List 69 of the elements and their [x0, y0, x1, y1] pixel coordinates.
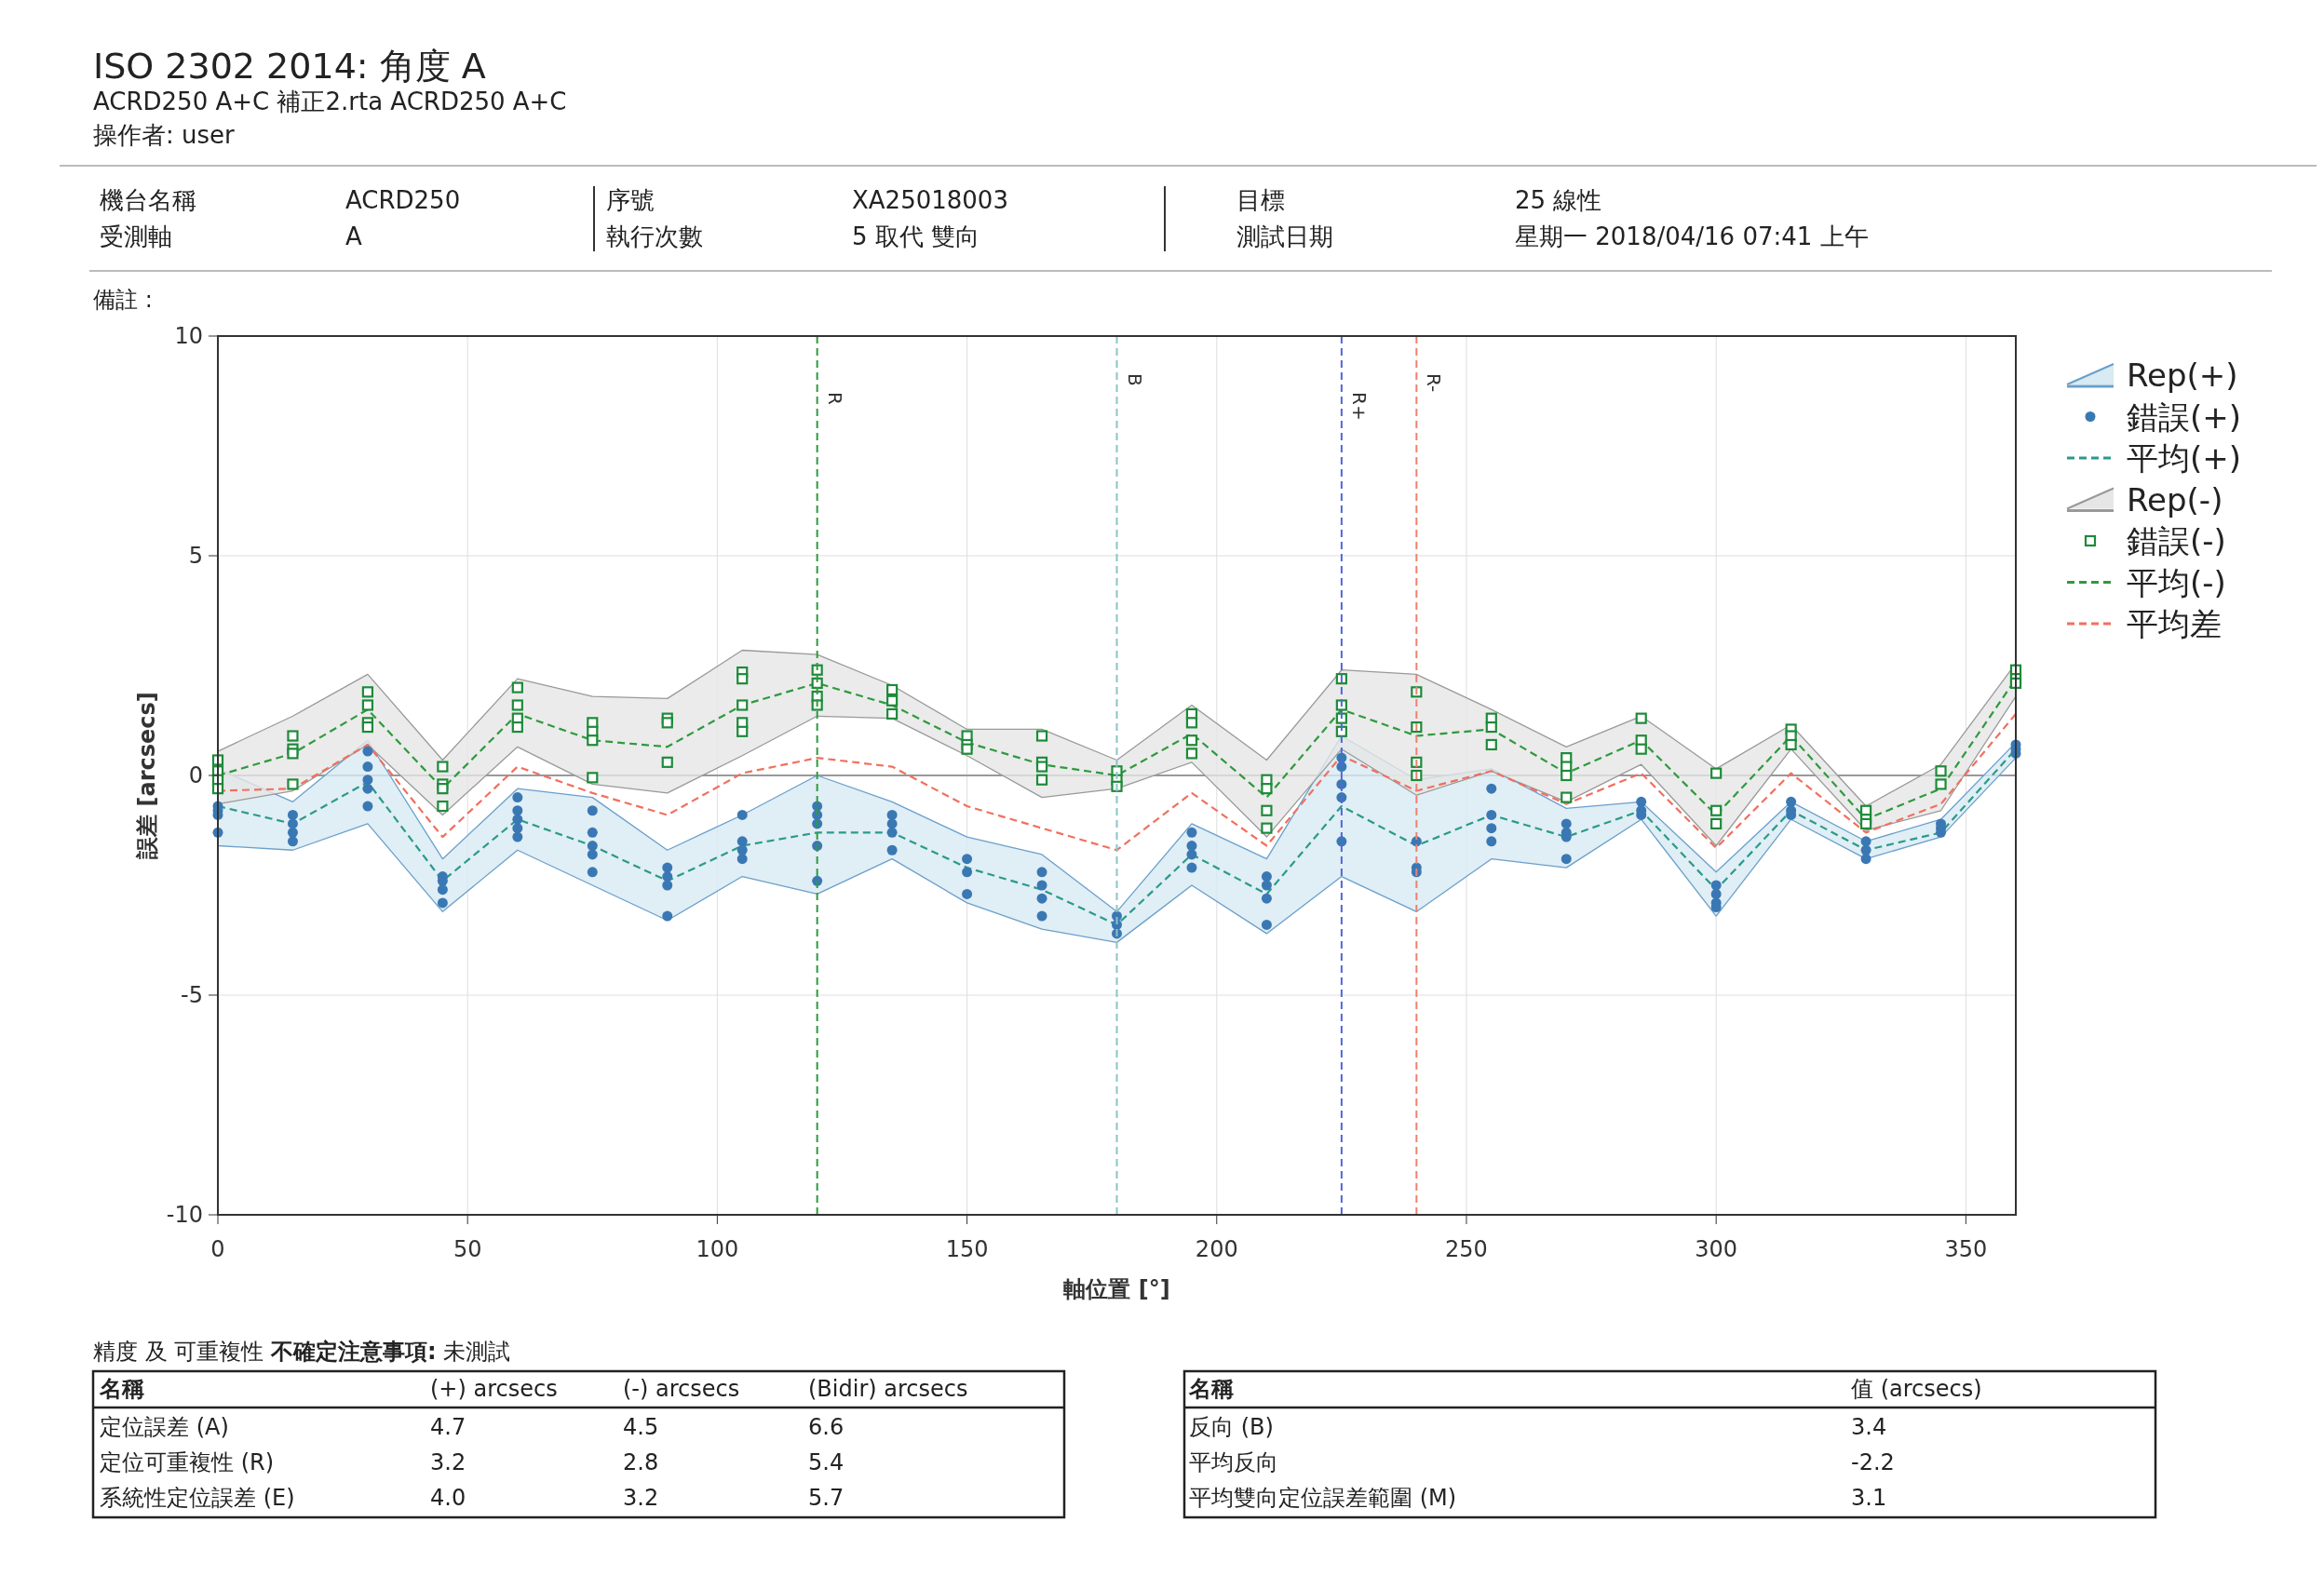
- text: ACRD250: [345, 186, 461, 214]
- x-tick-label: 300: [1695, 1236, 1738, 1262]
- text: 平均雙向定位誤差範圍 (M): [1189, 1485, 1457, 1511]
- text: 5.4: [808, 1449, 844, 1475]
- legend-label: 平均(-): [2127, 563, 2226, 601]
- text: 系統性定位誤差 (E): [100, 1485, 295, 1511]
- text: 4.7: [430, 1414, 466, 1440]
- ref-line-label: R-: [1423, 373, 1446, 393]
- text: 5.7: [808, 1485, 844, 1511]
- y-axis-title: 誤差 [arcsecs]: [134, 692, 160, 860]
- y-tick-label: -10: [166, 1202, 203, 1228]
- x-tick-label: 350: [1944, 1236, 1988, 1262]
- text: 受測軸: [100, 222, 172, 250]
- text: XA25018003: [852, 186, 1008, 214]
- ref-line-label: B: [1123, 373, 1146, 386]
- legend-label: 錯誤(+): [2127, 397, 2242, 436]
- ref-line-label: R+: [1347, 392, 1371, 421]
- text: 測試日期: [1236, 222, 1333, 250]
- text: 不確定注意事項:: [269, 1339, 437, 1365]
- legend-label: 平均(+): [2127, 439, 2242, 477]
- x-axis-title: 軸位置 [°]: [1063, 1276, 1170, 1302]
- text: 執行次數: [606, 222, 703, 250]
- x-tick-label: 0: [210, 1236, 225, 1262]
- ref-line-label: R: [823, 392, 846, 405]
- text: Rep(+): [2127, 357, 2238, 394]
- text: 精度 及 可重複性: [93, 1339, 264, 1365]
- text: 4.0: [430, 1485, 466, 1511]
- text: 定位可重複性 (R): [100, 1449, 275, 1475]
- text: 6.6: [808, 1414, 844, 1440]
- text: 值 (arcsecs): [1851, 1376, 1982, 1402]
- text: 3.2: [430, 1449, 466, 1475]
- text: 未測試: [443, 1339, 511, 1365]
- text: 操作者: user: [93, 121, 236, 149]
- text: (Bidir) arcsecs: [808, 1376, 968, 1402]
- text: 序號: [606, 186, 655, 214]
- text: (+) arcsecs: [430, 1376, 558, 1402]
- text: 名稱: [1188, 1376, 1234, 1402]
- chart-title: ISO 2302 2014: 角度 A: [93, 46, 486, 87]
- text: 4.5: [623, 1414, 659, 1440]
- text: 25 線性: [1515, 186, 1602, 214]
- x-tick-label: 150: [945, 1236, 989, 1262]
- y-tick-label: 5: [188, 543, 203, 569]
- text: 備註 :: [93, 287, 153, 313]
- y-tick-label: -5: [181, 982, 203, 1008]
- text: 2.8: [623, 1449, 659, 1475]
- text: 星期一 2018/04/16 07:41 上午: [1515, 222, 1869, 250]
- x-tick-label: 100: [696, 1236, 739, 1262]
- text: 平均反向: [1189, 1449, 1278, 1475]
- y-tick-label: 10: [174, 323, 203, 349]
- text: 3.4: [1851, 1414, 1887, 1440]
- text: 3.2: [623, 1485, 659, 1511]
- text: 反向 (B): [1189, 1414, 1274, 1440]
- x-tick-label: 200: [1195, 1236, 1238, 1262]
- text: Rep(-): [2127, 480, 2223, 519]
- text: 機台名稱: [100, 186, 196, 214]
- text: 目標: [1236, 186, 1285, 214]
- y-tick-label: 0: [188, 762, 203, 788]
- legend-label: 平均差: [2127, 605, 2222, 642]
- legend-label: 錯誤(-): [2127, 522, 2226, 559]
- text: 5 取代 雙向: [852, 222, 980, 250]
- x-tick-label: 250: [1445, 1236, 1488, 1262]
- text: -2.2: [1851, 1449, 1895, 1475]
- x-tick-label: 50: [453, 1236, 482, 1262]
- text: 名稱: [99, 1376, 144, 1402]
- text: (-) arcsecs: [623, 1376, 740, 1402]
- text: A: [345, 222, 362, 250]
- chart-subtitle: ACRD250 A+C 補正2.rta ACRD250 A+C: [93, 88, 567, 115]
- text: 定位誤差 (A): [100, 1414, 229, 1440]
- text: 3.1: [1851, 1485, 1887, 1511]
